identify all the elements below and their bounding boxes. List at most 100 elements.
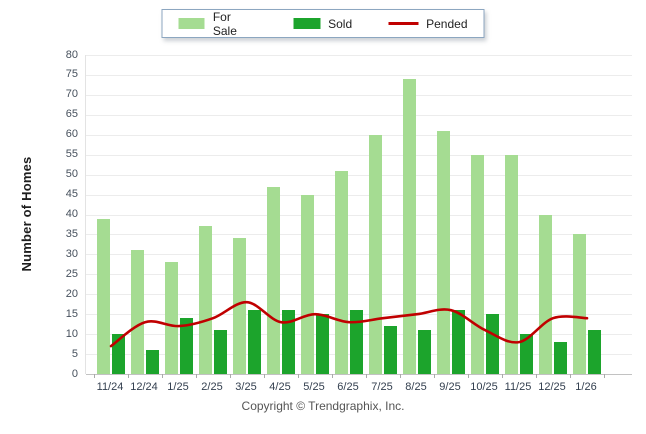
x-axis-line (86, 374, 632, 375)
sold-bar (180, 318, 193, 374)
x-tick (264, 374, 265, 378)
x-tick-label: 7/25 (371, 381, 393, 393)
sold-bar (486, 314, 499, 374)
y-tick-label: 35 (65, 227, 78, 240)
x-tick-label: 12/25 (538, 381, 566, 393)
y-tick-label: 65 (65, 108, 78, 121)
for-sale-bar (471, 154, 484, 374)
gridline (86, 274, 632, 276)
y-tick-label: 50 (65, 168, 78, 181)
legend-label-pended: Pended (426, 16, 468, 31)
sold-swatch-icon (293, 18, 321, 29)
sold-bar (282, 310, 295, 374)
y-tick-label: 80 (65, 48, 78, 61)
y-tick-label: 10 (65, 327, 78, 340)
legend-item-sold: Sold (293, 17, 352, 31)
x-tick-label: 11/25 (504, 381, 532, 393)
x-tick-label: 1/25 (167, 381, 189, 393)
for-sale-bar (403, 78, 416, 374)
x-tick (468, 374, 469, 378)
sold-bar (248, 310, 261, 374)
x-tick (298, 374, 299, 378)
gridline (86, 134, 632, 136)
for-sale-bar (267, 186, 280, 374)
y-tick-label: 40 (65, 208, 78, 220)
gridline (86, 234, 632, 236)
for-sale-bar (539, 214, 552, 374)
for-sale-bar (437, 130, 450, 374)
sold-bar (520, 334, 533, 374)
x-tick (196, 374, 197, 378)
sold-bar (384, 326, 397, 374)
sold-bar (146, 350, 159, 374)
sold-bar (452, 310, 465, 374)
for-sale-swatch-icon (178, 18, 205, 29)
x-tick (332, 374, 333, 378)
copyright-text: Copyright © Trendgraphix, Inc. (241, 399, 405, 413)
x-tick-label: 12/24 (130, 381, 158, 393)
gridline (86, 194, 632, 196)
gridline (86, 214, 632, 216)
x-tick-label: 1/26 (575, 381, 597, 393)
sold-bar (588, 330, 601, 374)
gridline (86, 114, 632, 116)
gridline (86, 94, 632, 96)
for-sale-bar (505, 154, 518, 374)
legend-label-for-sale: For Sale (212, 9, 237, 38)
x-tick (434, 374, 435, 378)
gridline (86, 154, 632, 156)
sold-bar (554, 342, 567, 374)
y-tick-label: 20 (65, 287, 78, 300)
for-sale-bar (199, 226, 212, 374)
x-tick (400, 374, 401, 378)
x-tick-label: 4/25 (269, 381, 291, 393)
for-sale-bar (233, 238, 246, 374)
plot-area (85, 55, 632, 378)
x-tick-label: 2/25 (201, 381, 223, 393)
x-tick (502, 374, 503, 378)
x-tick-label: 8/25 (405, 381, 427, 393)
x-tick (94, 374, 95, 378)
x-tick (604, 374, 605, 378)
sold-bar (418, 330, 431, 374)
x-tick-label: 10/25 (470, 381, 498, 393)
gridline (86, 294, 632, 296)
sold-bar (316, 314, 329, 374)
sold-bar (350, 310, 363, 374)
gridline (86, 174, 632, 176)
x-tick-label: 11/24 (96, 381, 124, 393)
y-tick-label: 25 (65, 267, 78, 280)
y-tick-label: 70 (65, 88, 78, 101)
legend-label-sold: Sold (328, 16, 353, 31)
for-sale-bar (369, 134, 382, 374)
legend-item-pended: Pended (388, 16, 468, 31)
gridline (86, 254, 632, 256)
gridline (86, 55, 632, 56)
gridline (86, 74, 632, 76)
x-tick (536, 374, 537, 378)
legend-item-for-sale: For Sale (178, 9, 258, 38)
x-tick (128, 374, 129, 378)
x-tick (570, 374, 571, 378)
y-tick-label: 55 (65, 148, 78, 161)
for-sale-bar (97, 218, 110, 374)
x-tick (162, 374, 163, 378)
x-tick-label: 6/25 (337, 381, 359, 393)
sold-bar (214, 330, 227, 374)
x-tick (230, 374, 231, 378)
for-sale-bar (573, 234, 586, 374)
y-tick-label: 30 (65, 247, 78, 260)
x-tick (366, 374, 367, 378)
for-sale-bar (165, 262, 178, 374)
x-tick-label: 5/25 (303, 381, 325, 393)
y-tick-label: 75 (65, 68, 78, 81)
y-tick-label: 45 (65, 188, 78, 201)
y-tick-label: 0 (71, 367, 78, 380)
y-tick-label: 60 (65, 128, 78, 141)
x-tick-label: 9/25 (439, 381, 461, 393)
y-axis-title: Number of Homes (19, 156, 34, 272)
pended-line (109, 300, 589, 348)
y-tick-label: 15 (65, 307, 78, 320)
pended-line-swatch-icon (388, 22, 419, 25)
legend: For Sale Sold Pended (161, 9, 485, 38)
